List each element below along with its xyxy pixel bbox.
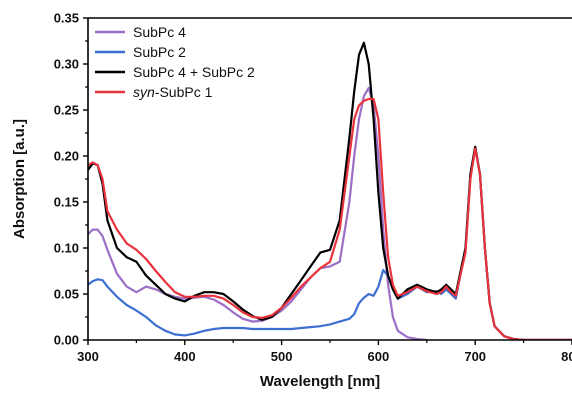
y-tick-label: 0.30 [54, 57, 79, 72]
y-axis-title: Absorption [a.u.] [11, 119, 28, 239]
x-tick-label: 500 [271, 349, 293, 364]
y-tick-label: 0.00 [54, 333, 79, 348]
y-tick-label: 0.10 [54, 241, 79, 256]
y-tick-label: 0.15 [54, 195, 79, 210]
legend-label-italic: syn [133, 84, 155, 100]
y-tick-label: 0.20 [54, 149, 79, 164]
x-tick-label: 600 [368, 349, 390, 364]
series-line-0 [88, 88, 427, 340]
x-tick-label: 800 [561, 349, 572, 364]
series-line-1 [88, 147, 572, 340]
x-tick-label: 700 [464, 349, 486, 364]
legend-label-2: SubPc 4 + SubPc 2 [133, 64, 255, 80]
x-tick-label: 300 [77, 349, 99, 364]
axes: 300 400 500 600 700 800 0.00 0.05 0.10 0.15 0.20 0.… [54, 11, 572, 365]
legend: SubPc 4 SubPc 2 SubPc 4 + SubPc 2 syn-SubPc… [95, 24, 255, 100]
legend-label-rest: -SubPc 1 [155, 84, 213, 100]
legend-label-3: syn-SubPc 1 [133, 84, 213, 100]
series-line-3 [88, 99, 572, 340]
y-tick-label: 0.35 [54, 11, 79, 26]
x-tick-label: 400 [174, 349, 196, 364]
legend-label-1: SubPc 2 [133, 44, 186, 60]
y-tick-label: 0.05 [54, 287, 79, 302]
y-tick-label: 0.25 [54, 103, 79, 118]
legend-label-0: SubPc 4 [133, 24, 186, 40]
x-axis-title: Wavelength [nm] [260, 373, 380, 390]
